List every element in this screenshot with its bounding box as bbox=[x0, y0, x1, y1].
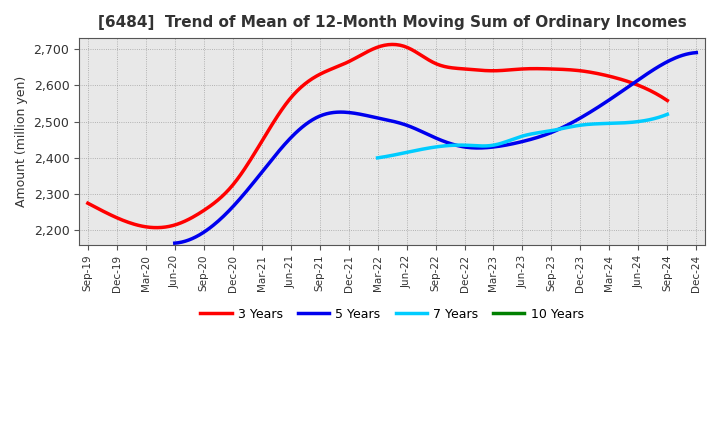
3 Years bbox=[86, 202, 94, 207]
7 Years bbox=[545, 128, 554, 134]
3 Years bbox=[151, 225, 160, 230]
7 Years bbox=[551, 127, 559, 132]
7 Years bbox=[546, 128, 554, 133]
3 Years bbox=[433, 61, 441, 66]
5 Years bbox=[643, 71, 652, 76]
7 Years bbox=[618, 120, 626, 125]
Title: [6484]  Trend of Mean of 12-Month Moving Sum of Ordinary Incomes: [6484] Trend of Mean of 12-Month Moving … bbox=[98, 15, 686, 30]
3 Years bbox=[576, 68, 585, 73]
Y-axis label: Amount (million yen): Amount (million yen) bbox=[15, 76, 28, 207]
Line: 3 Years: 3 Years bbox=[88, 44, 667, 227]
5 Years bbox=[172, 240, 181, 246]
Line: 7 Years: 7 Years bbox=[377, 114, 667, 158]
7 Years bbox=[636, 119, 644, 124]
3 Years bbox=[663, 98, 672, 103]
7 Years bbox=[663, 112, 672, 117]
7 Years bbox=[374, 155, 383, 160]
Legend: 3 Years, 5 Years, 7 Years, 10 Years: 3 Years, 5 Years, 7 Years, 10 Years bbox=[195, 303, 589, 326]
3 Years bbox=[84, 201, 92, 206]
5 Years bbox=[481, 145, 490, 150]
3 Years bbox=[442, 64, 451, 70]
5 Years bbox=[610, 94, 618, 99]
Line: 5 Years: 5 Years bbox=[175, 53, 696, 243]
5 Years bbox=[692, 50, 701, 55]
7 Years bbox=[373, 155, 382, 161]
5 Years bbox=[490, 144, 498, 150]
3 Years bbox=[613, 76, 621, 81]
5 Years bbox=[480, 145, 488, 150]
3 Years bbox=[388, 42, 397, 47]
3 Years bbox=[431, 61, 439, 66]
5 Years bbox=[171, 241, 179, 246]
